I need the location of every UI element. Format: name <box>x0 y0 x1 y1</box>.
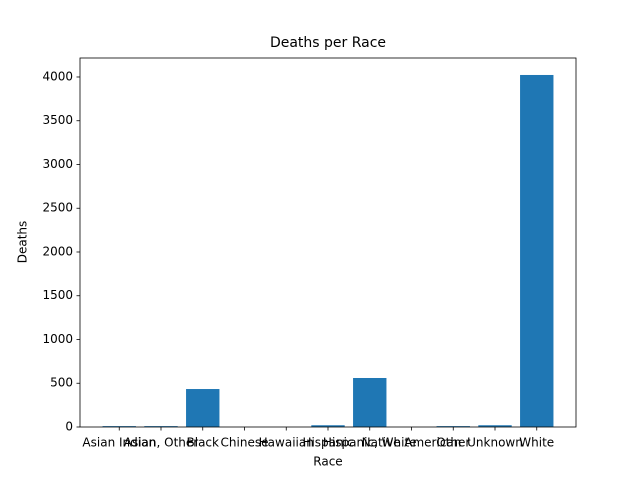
bar <box>478 425 512 427</box>
bar <box>186 389 220 427</box>
y-tick-label: 1000 <box>42 332 73 346</box>
x-tick-label: Native American <box>362 436 462 450</box>
x-tick-label: Hawaiian <box>259 436 314 450</box>
y-tick-label: 2000 <box>42 244 73 258</box>
x-tick-label: Other <box>436 436 470 450</box>
x-tick-label: White <box>519 436 554 450</box>
y-tick-label: 500 <box>50 376 73 390</box>
x-tick-label: Asian, Other <box>124 436 199 450</box>
y-tick-label: 1500 <box>42 288 73 302</box>
x-tick-label: Black <box>187 436 220 450</box>
x-tick-label: Hispanic, White <box>323 436 417 450</box>
plot-frame <box>79 57 577 428</box>
bar <box>102 426 136 427</box>
y-axis-label: Deaths <box>16 221 30 264</box>
y-tick-label: 3500 <box>42 113 73 127</box>
bar <box>436 426 470 427</box>
x-tick-label: Chinese <box>221 436 269 450</box>
bar <box>520 74 554 427</box>
bar <box>144 426 178 427</box>
bar <box>311 425 345 427</box>
chart-title: Deaths per Race <box>270 35 386 51</box>
x-tick-label: Asian Indian <box>82 436 156 450</box>
y-tick-label: 4000 <box>42 69 73 83</box>
x-axis-label: Race <box>313 455 342 469</box>
bar <box>353 377 387 427</box>
x-tick-label: Unknown <box>467 436 523 450</box>
y-tick-label: 0 <box>65 420 73 434</box>
x-tick-label: Hispanic <box>302 436 353 450</box>
y-tick-label: 2500 <box>42 201 73 215</box>
y-tick-label: 3000 <box>42 157 73 171</box>
